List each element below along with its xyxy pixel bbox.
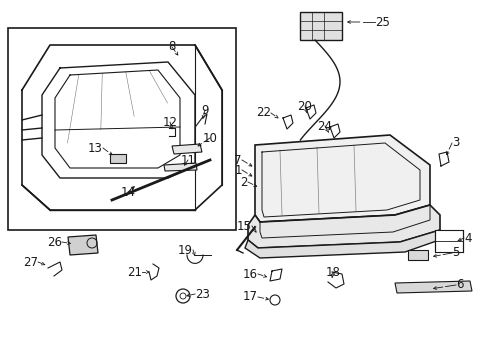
Text: 15: 15	[237, 220, 252, 232]
Text: 16: 16	[242, 267, 257, 281]
Polygon shape	[172, 144, 201, 154]
Text: 27: 27	[23, 256, 38, 268]
Text: 6: 6	[455, 278, 463, 292]
Polygon shape	[244, 230, 444, 258]
Text: 13: 13	[88, 141, 103, 155]
Text: 11: 11	[180, 154, 195, 166]
Polygon shape	[68, 235, 98, 255]
Polygon shape	[394, 281, 471, 293]
Text: 21: 21	[127, 266, 142, 278]
Text: 8: 8	[168, 40, 175, 54]
Text: 1: 1	[234, 164, 242, 176]
Text: 3: 3	[451, 136, 458, 150]
Text: 22: 22	[256, 106, 271, 120]
Bar	[8, 28, 236, 230]
Polygon shape	[407, 250, 427, 260]
Text: 12: 12	[162, 116, 177, 129]
Text: 14: 14	[120, 186, 135, 198]
Text: 17: 17	[242, 291, 257, 303]
Text: 5: 5	[451, 246, 458, 260]
Polygon shape	[110, 154, 126, 163]
Polygon shape	[255, 135, 429, 222]
Text: 9: 9	[201, 104, 208, 116]
Bar	[300, 12, 341, 40]
Text: 19: 19	[178, 243, 193, 256]
Bar	[434, 230, 462, 252]
Text: 4: 4	[463, 231, 470, 245]
Text: 20: 20	[297, 100, 312, 112]
Text: 18: 18	[325, 266, 340, 278]
Polygon shape	[247, 205, 439, 248]
Text: 2: 2	[240, 176, 247, 188]
Text: 25: 25	[374, 15, 389, 29]
Text: 24: 24	[317, 120, 332, 132]
Text: 7: 7	[234, 154, 242, 166]
Text: 23: 23	[195, 287, 210, 301]
Polygon shape	[164, 163, 197, 171]
Text: 26: 26	[47, 236, 62, 248]
Text: 10: 10	[202, 131, 217, 145]
